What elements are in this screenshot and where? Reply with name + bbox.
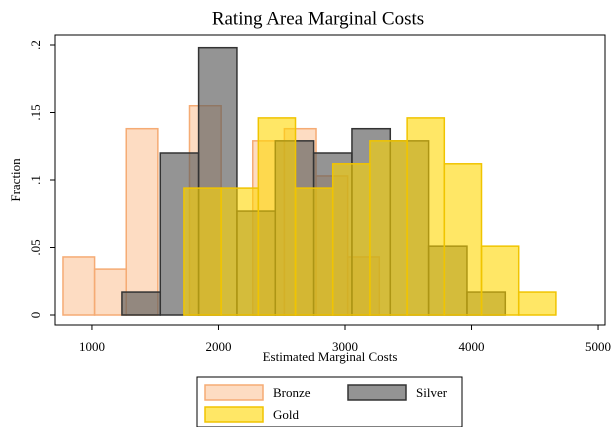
legend-label: Bronze (273, 385, 311, 400)
y-tick-label: .05 (28, 239, 43, 255)
y-tick-label: .2 (28, 40, 43, 50)
y-tick-label: .1 (28, 175, 43, 185)
x-tick-label: 4000 (459, 339, 485, 354)
bar (125, 127, 159, 316)
bar (220, 187, 260, 316)
bar (517, 291, 557, 316)
legend-label: Gold (273, 407, 300, 422)
x-axis-label: Estimated Marginal Costs (263, 349, 398, 364)
bar (369, 140, 408, 316)
bar (480, 245, 520, 316)
bar (257, 117, 297, 316)
bar (93, 268, 127, 316)
bar (331, 163, 371, 316)
bar (294, 187, 334, 316)
bar (183, 187, 222, 316)
x-tick-label: 3000 (332, 339, 358, 354)
chart-title: Rating Area Marginal Costs (212, 8, 424, 29)
legend-label: Silver (416, 385, 448, 400)
x-tick-label: 2000 (205, 339, 231, 354)
bar (121, 291, 162, 316)
bar (443, 163, 483, 316)
legend-swatch (204, 384, 264, 401)
legend-swatch (204, 406, 264, 423)
legend-swatch (347, 384, 407, 401)
bar (62, 256, 96, 316)
y-tick-label: 0 (28, 312, 43, 319)
x-tick-label: 5000 (585, 339, 611, 354)
bar (406, 117, 446, 316)
y-axis-label: Fraction (8, 158, 23, 202)
x-tick-label: 1000 (79, 339, 105, 354)
y-tick-label: .15 (28, 104, 43, 120)
